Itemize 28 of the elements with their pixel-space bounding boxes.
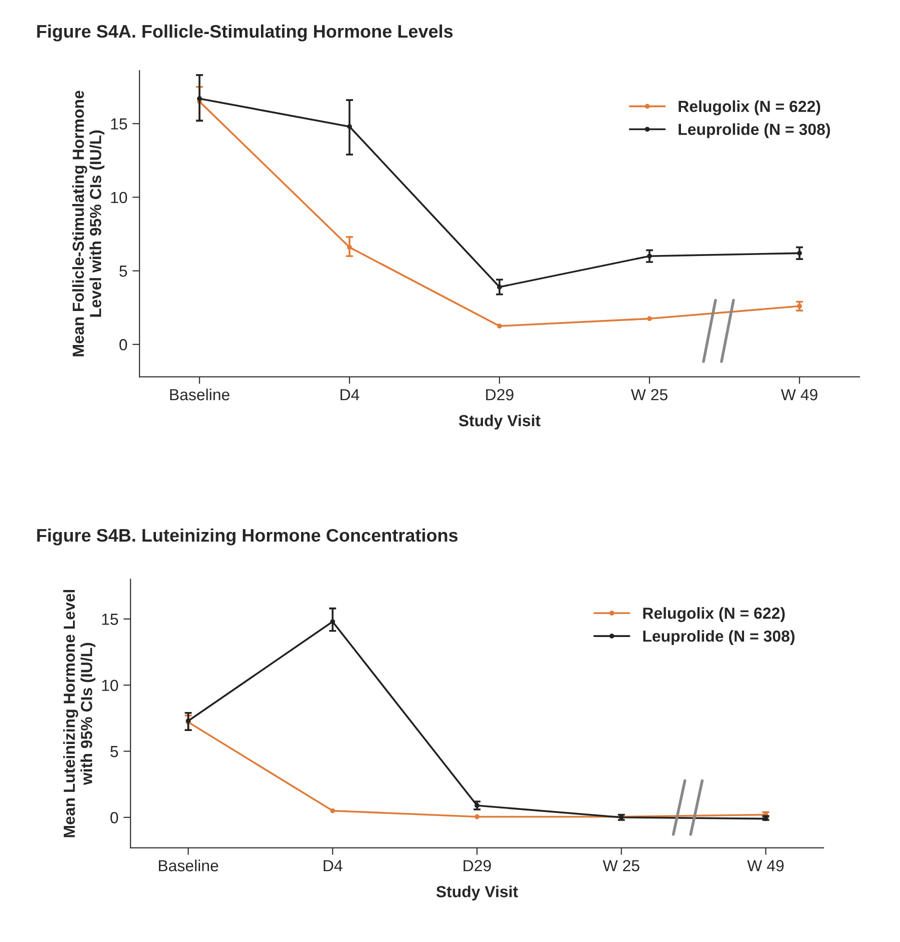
- legend-label: Relugolix (N = 622): [643, 607, 785, 622]
- x-tick-label: Baseline: [170, 388, 230, 400]
- x-tick-label: W 49: [747, 860, 784, 872]
- y-tick-label: 15: [102, 614, 118, 625]
- legend-label: Leuprolide (N = 308): [678, 123, 830, 138]
- y-tick-label: 10: [102, 680, 118, 692]
- x-tick-label: D29: [486, 389, 514, 400]
- y-tick-label: 0: [119, 339, 128, 350]
- x-tick-label: W 25: [630, 389, 668, 400]
- y-tick-label: 10: [111, 192, 128, 204]
- y-axis-title: Mean Luteinizing Hormone Level with 95% CIs (IU/L): [63, 590, 96, 838]
- x-tick-label: D4: [340, 389, 360, 400]
- x-tick-label: W 49: [780, 389, 818, 400]
- x-tick-label: D4: [324, 860, 342, 872]
- x-tick-label: W 25: [602, 860, 640, 872]
- chart-title: Figure S4A. Follicle-Stimulating Hormone Levels: [37, 24, 453, 42]
- legend-label: Leuprolide (N = 308): [643, 630, 794, 645]
- y-tick-label: 5: [119, 266, 128, 277]
- x-axis-title: Study Visit: [436, 886, 518, 900]
- x-tick-label: Baseline: [158, 860, 218, 872]
- x-tick-label: D29: [464, 860, 491, 872]
- y-tick-label: 5: [110, 746, 118, 758]
- legend-label: Relugolix (N = 622): [678, 100, 820, 116]
- x-axis-title: Study Visit: [458, 414, 540, 430]
- y-axis-title: Mean Follicle-Stimulating Hormone Level with 95% CIs (IU/L): [72, 90, 104, 356]
- y-tick-label: 15: [111, 118, 128, 130]
- chart-title: Figure S4B. Luteinizing Hormone Concentrations: [37, 528, 458, 546]
- y-tick-label: 0: [110, 812, 118, 824]
